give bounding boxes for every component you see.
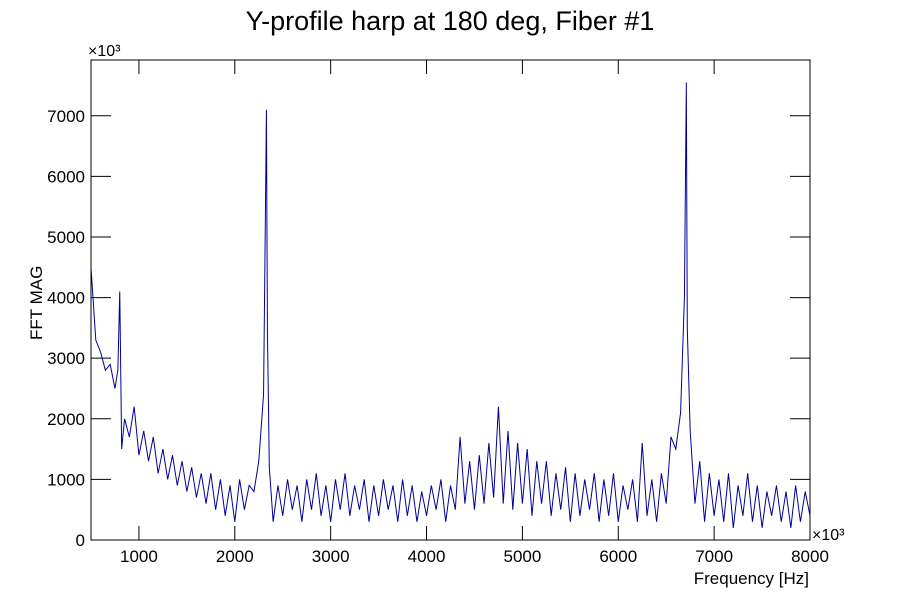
y-tick-label: 3000 <box>47 349 85 368</box>
x-tick-label: 3000 <box>312 547 350 566</box>
y-tick-label: 1000 <box>47 470 85 489</box>
x-tick-label: 1000 <box>120 547 158 566</box>
y-axis-label: FFT MAG <box>27 266 46 340</box>
x-tick-label: 5000 <box>503 547 541 566</box>
plot-frame <box>90 59 811 541</box>
x-tick-label: 6000 <box>599 547 637 566</box>
y-multiplier: ×10³ <box>88 43 121 60</box>
x-tick-label: 2000 <box>216 547 254 566</box>
y-tick-label: 5000 <box>47 228 85 247</box>
x-tick-label: 8000 <box>791 547 829 566</box>
x-tick-label: 7000 <box>695 547 733 566</box>
y-tick-label: 0 <box>76 531 85 550</box>
x-tick-label: 4000 <box>408 547 446 566</box>
x-axis-label: Frequency [Hz] <box>694 569 809 588</box>
y-tick-label: 2000 <box>47 410 85 429</box>
x-multiplier: ×10³ <box>812 527 845 544</box>
y-tick-label: 6000 <box>47 167 85 186</box>
y-tick-label: 4000 <box>47 289 85 308</box>
chart-title: Y-profile harp at 180 deg, Fiber #1 <box>246 6 655 36</box>
y-tick-label: 7000 <box>47 107 85 126</box>
spectrum-line <box>90 82 811 528</box>
